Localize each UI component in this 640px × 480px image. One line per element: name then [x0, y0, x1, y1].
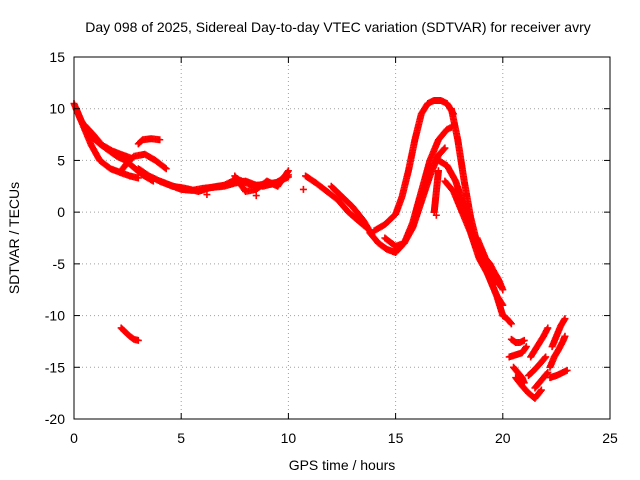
data-point [162, 165, 170, 173]
x-tick-label: 5 [177, 430, 185, 446]
x-tick-label: 10 [281, 430, 297, 446]
x-axis-label: GPS time / hours [289, 457, 396, 473]
data-points [70, 96, 571, 402]
y-tick-label: 15 [49, 49, 65, 65]
data-point [544, 368, 552, 376]
grid [74, 57, 610, 419]
y-tick-label: 10 [49, 101, 65, 117]
data-point [134, 336, 142, 344]
y-tick-label: -15 [45, 359, 65, 375]
chart-title: Day 098 of 2025, Sidereal Day-to-day VTE… [85, 19, 591, 35]
data-point [432, 211, 440, 219]
x-tick-label: 15 [388, 430, 404, 446]
x-tick-label: 20 [495, 430, 511, 446]
data-point [161, 164, 169, 172]
y-tick-label: 0 [57, 204, 65, 220]
data-point [542, 353, 550, 361]
data-point [561, 332, 569, 340]
data-point [284, 168, 292, 176]
y-tick-label: -5 [53, 256, 66, 272]
data-point [299, 185, 307, 193]
data-point [522, 343, 530, 351]
x-tick-label: 0 [70, 430, 78, 446]
data-point [156, 136, 164, 144]
data-point [520, 379, 528, 387]
data-point [284, 167, 292, 175]
data-point [499, 301, 507, 309]
data-point [537, 386, 545, 394]
data-point [499, 286, 507, 294]
data-point [543, 369, 551, 377]
data-point [134, 174, 142, 182]
data-point [440, 145, 448, 153]
data-point [498, 300, 506, 308]
data-point [522, 344, 530, 352]
data-point [536, 387, 544, 395]
data-point [507, 319, 515, 327]
data-point [434, 167, 442, 175]
x-tick-label: 25 [602, 430, 618, 446]
data-point [520, 336, 528, 344]
data-point [252, 192, 260, 200]
data-point [561, 315, 569, 323]
data-point [507, 320, 515, 328]
axis-ticks: 0 5 10 15 20 25 -20 -15 -10 -5 0 5 10 15 [45, 49, 618, 446]
y-tick-label: -20 [45, 411, 65, 427]
data-point [544, 324, 552, 332]
y-tick-label: -10 [45, 308, 65, 324]
data-point [541, 354, 549, 362]
y-tick-label: 5 [57, 152, 65, 168]
y-axis-label: SDTVAR / TECUs [6, 182, 22, 294]
data-point [203, 191, 211, 199]
data-point [563, 366, 571, 374]
data-point [441, 144, 449, 152]
plot-frame [73, 56, 611, 420]
